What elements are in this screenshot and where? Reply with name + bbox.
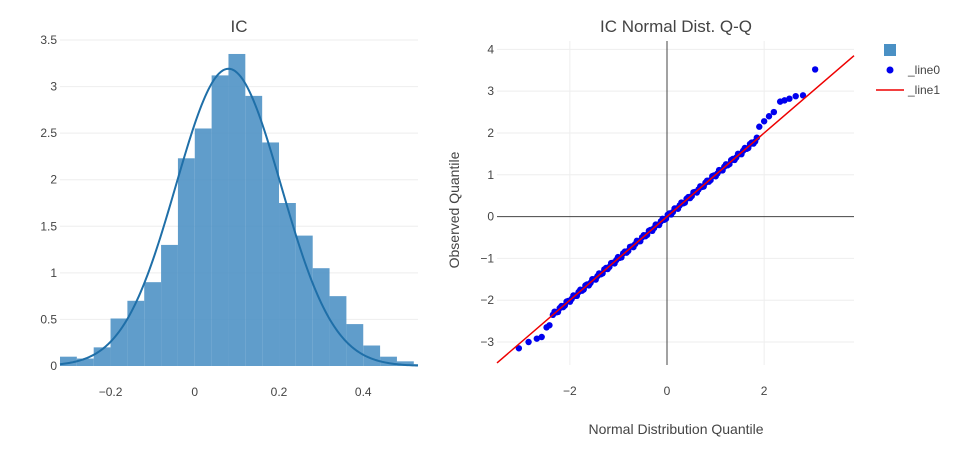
qq-fit-line — [496, 55, 855, 364]
qq-point[interactable] — [533, 335, 541, 342]
qq-point[interactable] — [538, 333, 545, 341]
histogram-bar[interactable] — [127, 300, 145, 366]
ic-x-tick-label: 0 — [191, 385, 198, 399]
histogram-bar[interactable] — [396, 361, 414, 366]
ic-density-curve — [59, 67, 419, 367]
histogram-bar[interactable] — [346, 324, 364, 366]
ic-y-tick-label: 2.5 — [40, 126, 57, 140]
qq-point[interactable] — [760, 118, 768, 125]
qq-point[interactable] — [811, 66, 819, 73]
histogram-bar[interactable] — [245, 95, 263, 366]
ic-x-tick-label: 0.2 — [271, 385, 288, 399]
qq-x-tick-label: −2 — [563, 384, 577, 398]
qq-point[interactable] — [546, 322, 553, 329]
histogram-bar[interactable] — [76, 358, 94, 366]
qq-legend: _line0 _line1 — [876, 44, 940, 97]
qq-x-tick-label: 0 — [664, 384, 671, 398]
legend-line0-marker[interactable] — [886, 66, 894, 74]
histogram-bar[interactable] — [110, 318, 128, 366]
ic-y-tick-label: 0 — [50, 359, 57, 373]
histogram-bar[interactable] — [380, 356, 397, 366]
legend-line1-label: _line1 — [907, 83, 940, 97]
qq-y-tick-label: 1 — [487, 168, 494, 182]
ic-y-tick-label: 3 — [50, 80, 57, 94]
histogram-bar[interactable] — [262, 142, 280, 366]
qq-plot-title: IC Normal Dist. Q-Q — [600, 17, 752, 36]
legend-line0-label: _line0 — [907, 63, 940, 77]
qq-point[interactable] — [515, 345, 523, 352]
ic-y-tick-label: 1.5 — [40, 219, 57, 233]
histogram-bar[interactable] — [161, 244, 178, 366]
qq-y-tick-label: −2 — [480, 293, 494, 307]
qq-point[interactable] — [781, 97, 788, 104]
ic-x-tick-label: −0.2 — [99, 385, 123, 399]
histogram-bar[interactable] — [312, 268, 330, 366]
qq-y-axis-title: Observed Quantile — [446, 151, 462, 268]
qq-y-tick-label: −1 — [480, 251, 494, 265]
ic-histogram-bars — [60, 53, 418, 366]
qq-point[interactable] — [765, 113, 773, 120]
ic-x-tick-labels: −0.2 0 0.2 0.4 — [99, 385, 372, 399]
ic-histogram-panel: −0.2 0 0.2 0.4 0 0.5 1 1.5 2 2.5 3 3.5 IC — [40, 17, 419, 399]
qq-x-tick-labels: −2 0 2 — [563, 384, 768, 398]
qq-point[interactable] — [525, 338, 532, 346]
ic-y-tick-label: 1 — [50, 266, 57, 280]
qq-point[interactable] — [792, 92, 799, 100]
qq-y-tick-labels: −3 −2 −1 0 1 2 3 4 — [480, 42, 494, 349]
ic-x-tick-label: 0.4 — [355, 385, 372, 399]
histogram-bar[interactable] — [194, 128, 212, 366]
qq-plot-panel: −2 0 2 −3 −2 −1 0 1 2 3 4 IC Normal Dist. Q-Q Nor… — [446, 17, 855, 437]
qq-point[interactable] — [770, 108, 778, 116]
ic-y-tick-label: 2 — [50, 173, 57, 187]
qq-point[interactable] — [786, 95, 793, 102]
histogram-bar[interactable] — [228, 53, 246, 366]
histogram-bar[interactable] — [177, 158, 195, 366]
qq-y-tick-label: 0 — [487, 210, 494, 224]
histogram-bar[interactable] — [144, 282, 162, 366]
qq-x-axis-title: Normal Distribution Quantile — [588, 421, 763, 437]
histogram-bar[interactable] — [279, 203, 296, 366]
ic-y-tick-label: 3.5 — [40, 33, 57, 47]
histogram-bar[interactable] — [60, 356, 77, 366]
qq-y-tick-label: 3 — [487, 84, 494, 98]
qq-point[interactable] — [753, 134, 761, 141]
qq-y-tick-label: 4 — [487, 42, 494, 56]
ic-y-tick-label: 0.5 — [40, 312, 57, 326]
ic-histogram-title: IC — [231, 17, 248, 36]
ic-y-tick-labels: 0 0.5 1 1.5 2 2.5 3 3.5 — [40, 33, 57, 373]
qq-point[interactable] — [799, 92, 807, 99]
qq-gridlines — [497, 41, 854, 365]
qq-y-tick-label: −3 — [480, 335, 494, 349]
qq-x-tick-label: 2 — [761, 384, 768, 398]
histogram-bar[interactable] — [211, 75, 229, 366]
legend-histogram-swatch[interactable] — [884, 44, 896, 56]
qq-y-tick-label: 2 — [487, 126, 494, 140]
histogram-bar[interactable] — [295, 235, 313, 366]
qq-point[interactable] — [756, 123, 763, 130]
